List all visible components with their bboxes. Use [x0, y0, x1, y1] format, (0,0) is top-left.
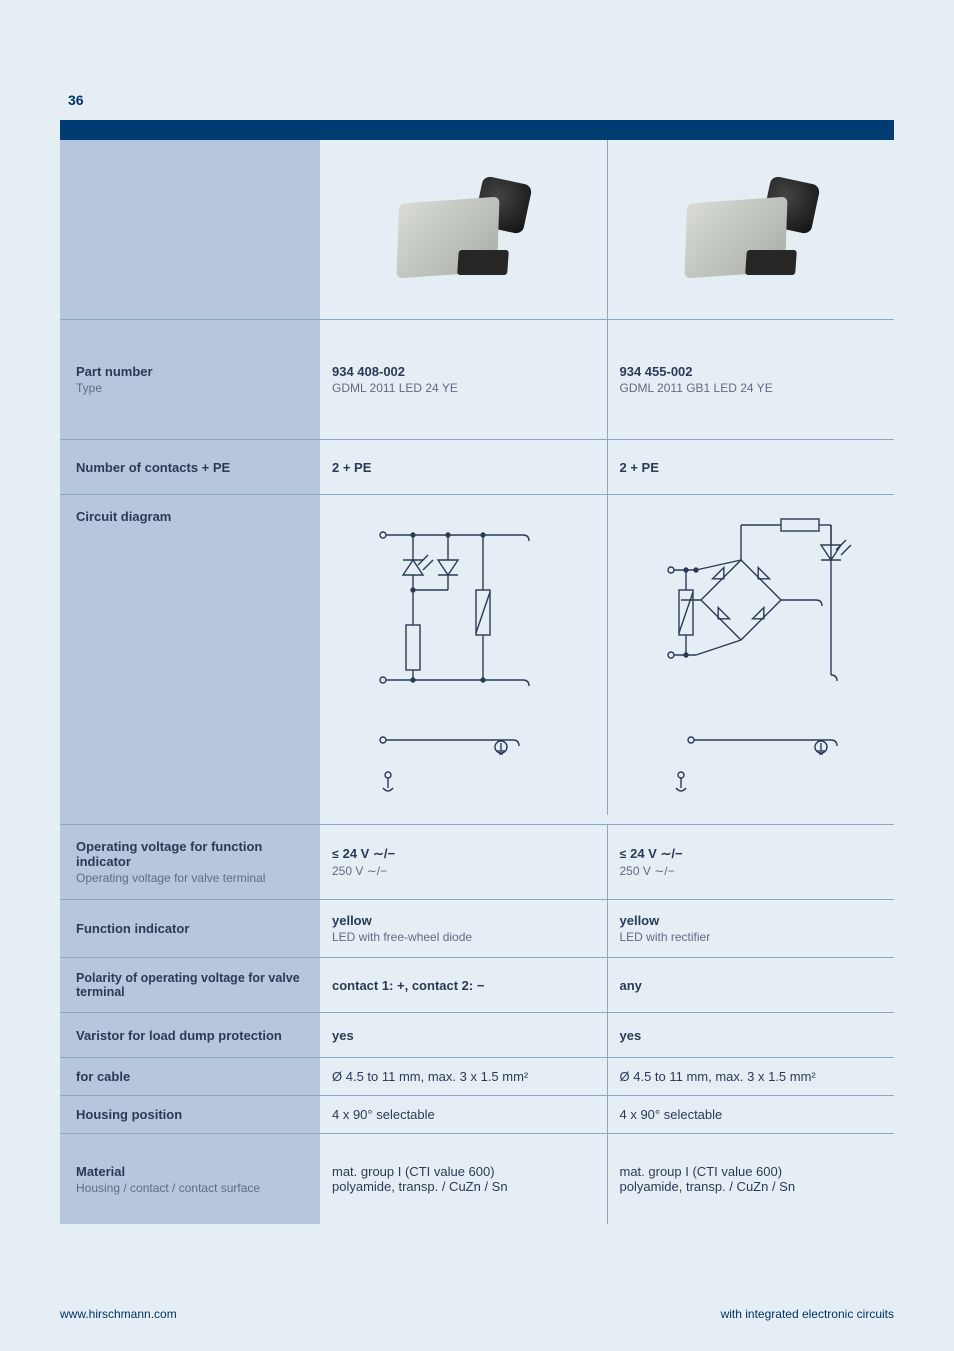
cell-part-2: 934 455-002 GDML 2011 GB1 LED 24 YE [608, 320, 895, 439]
cell-load-1: yes [320, 1013, 608, 1057]
label-contacts: Number of contacts + PE [60, 440, 320, 494]
label-text: Housing position [76, 1107, 308, 1122]
cell-load-2: yes [608, 1013, 895, 1057]
product-image-1 [320, 140, 608, 320]
label-text: Part number [76, 364, 308, 379]
cell-indicator-2: yellow LED with rectifier [608, 900, 895, 957]
connector-icon [388, 175, 538, 285]
value: Ø 4.5 to 11 mm, max. 3 x 1.5 mm² [332, 1069, 595, 1084]
label-partnumber: Part number Type [60, 320, 320, 439]
cell-indicator-1: yellow LED with free-wheel diode [320, 900, 608, 957]
row-cable: for cable Ø 4.5 to 11 mm, max. 3 x 1.5 m… [60, 1058, 894, 1096]
label-text: for cable [76, 1069, 308, 1084]
page-number: 36 [68, 92, 84, 108]
value: ≤24 V ∼/− [620, 846, 883, 862]
value-sub: LED with free-wheel diode [332, 930, 595, 944]
value-sub: GDML 2011 LED 24 YE [332, 381, 595, 395]
value-sub: 250 V ∼/− [620, 864, 883, 878]
label-text: Number of contacts + PE [76, 460, 308, 475]
cell-material-2: mat. group I (CTI value 600) polyamide, … [608, 1134, 895, 1224]
value: mat. group I (CTI value 600) polyamide, … [620, 1164, 883, 1194]
row-voltage: Operating voltage for function indicator… [60, 825, 894, 900]
label-text: Polarity of operating voltage for valve … [76, 971, 308, 999]
cell-polarity-1: contact 1: +, contact 2: − [320, 958, 608, 1012]
label-indicator: Function indicator [60, 900, 320, 957]
value: yellow [332, 913, 595, 928]
value-num: 24 V ∼/− [630, 846, 682, 862]
value: 4 x 90° selectable [332, 1107, 595, 1122]
schematic-bridge-icon [641, 505, 861, 805]
value: yes [332, 1028, 595, 1043]
schematic-2 [608, 495, 895, 815]
row-contacts: Number of contacts + PE 2 + PE 2 + PE [60, 440, 894, 495]
row-material: Material Housing / contact / contact sur… [60, 1134, 894, 1224]
value: contact 1: +, contact 2: − [332, 978, 595, 993]
row-circuit: Circuit diagram [60, 495, 894, 825]
cell-voltage-1: ≤24 V ∼/− 250 V ∼/− [320, 825, 608, 899]
label-text: Circuit diagram [76, 509, 308, 524]
value: any [620, 978, 883, 993]
cell-voltage-2: ≤24 V ∼/− 250 V ∼/− [608, 825, 895, 899]
cell-material-1: mat. group I (CTI value 600) polyamide, … [320, 1134, 608, 1224]
footer-left: www.hirschmann.com [60, 1307, 177, 1321]
value-sub: GDML 2011 GB1 LED 24 YE [620, 381, 883, 395]
row-images [60, 140, 894, 320]
value-num: 24 V ∼/− [343, 846, 395, 862]
label-load: Varistor for load dump protection [60, 1013, 320, 1057]
label-sub: Operating voltage for valve terminal [76, 871, 308, 885]
label-text: Varistor for load dump protection [76, 1028, 308, 1043]
schematic-diode-icon [353, 505, 573, 805]
value: 4 x 90° selectable [620, 1107, 883, 1122]
value: 2 + PE [332, 460, 595, 475]
label-polarity: Polarity of operating voltage for valve … [60, 958, 320, 1012]
row-load: Varistor for load dump protection yes ye… [60, 1013, 894, 1058]
value-sub: 250 V ∼/− [332, 864, 595, 878]
value: 934 455-002 [620, 364, 883, 379]
footer-right: with integrated electronic circuits [721, 1307, 894, 1321]
connector-icon [676, 175, 826, 285]
label-position: Housing position [60, 1096, 320, 1133]
label-sub: Type [76, 381, 308, 395]
cell-cable-1: Ø 4.5 to 11 mm, max. 3 x 1.5 mm² [320, 1058, 608, 1095]
label-sub: Housing / contact / contact surface [76, 1181, 308, 1195]
row-partnumber: Part number Type 934 408-002 GDML 2011 L… [60, 320, 894, 440]
cell-position-2: 4 x 90° selectable [608, 1096, 895, 1133]
cell-contacts-2: 2 + PE [608, 440, 895, 494]
value-sub: LED with rectifier [620, 930, 883, 944]
value: ≤24 V ∼/− [332, 846, 595, 862]
row-position: Housing position 4 x 90° selectable 4 x … [60, 1096, 894, 1134]
value: mat. group I (CTI value 600) polyamide, … [332, 1164, 595, 1194]
cell-position-1: 4 x 90° selectable [320, 1096, 608, 1133]
cell-cable-2: Ø 4.5 to 11 mm, max. 3 x 1.5 mm² [608, 1058, 895, 1095]
cell-polarity-2: any [608, 958, 895, 1012]
cell-part-1: 934 408-002 GDML 2011 LED 24 YE [320, 320, 608, 439]
product-image-2 [608, 140, 895, 320]
value: 934 408-002 [332, 364, 595, 379]
label-material: Material Housing / contact / contact sur… [60, 1134, 320, 1224]
label-text: Material [76, 1164, 308, 1179]
label-text: Function indicator [76, 921, 308, 936]
schematic-1 [320, 495, 608, 815]
row-indicator: Function indicator yellow LED with free-… [60, 900, 894, 958]
cell-contacts-1: 2 + PE [320, 440, 608, 494]
value: Ø 4.5 to 11 mm, max. 3 x 1.5 mm² [620, 1069, 883, 1084]
label-empty [60, 140, 320, 319]
header-bar [60, 120, 894, 140]
label-text: Operating voltage for function indicator [76, 839, 308, 869]
value: yellow [620, 913, 883, 928]
value: 2 + PE [620, 460, 883, 475]
row-polarity: Polarity of operating voltage for valve … [60, 958, 894, 1013]
footer: www.hirschmann.com with integrated elect… [0, 1307, 954, 1321]
label-cable: for cable [60, 1058, 320, 1095]
value: yes [620, 1028, 883, 1043]
label-circuit: Circuit diagram [60, 495, 320, 824]
label-voltage: Operating voltage for function indicator… [60, 825, 320, 899]
